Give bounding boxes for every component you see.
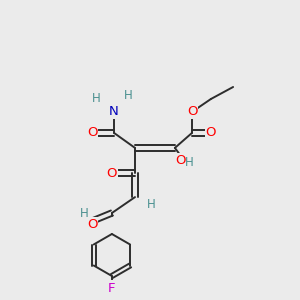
Text: O: O	[87, 126, 97, 140]
Text: O: O	[206, 126, 216, 140]
Text: O: O	[175, 154, 185, 167]
Text: H: H	[92, 92, 100, 106]
Text: O: O	[187, 105, 197, 119]
Text: H: H	[80, 207, 89, 220]
Text: O: O	[107, 167, 117, 180]
Text: N: N	[109, 105, 119, 119]
Text: H: H	[124, 88, 133, 102]
Text: H: H	[184, 156, 194, 170]
Text: H: H	[146, 198, 155, 212]
Text: O: O	[87, 218, 97, 231]
Text: F: F	[108, 281, 116, 295]
